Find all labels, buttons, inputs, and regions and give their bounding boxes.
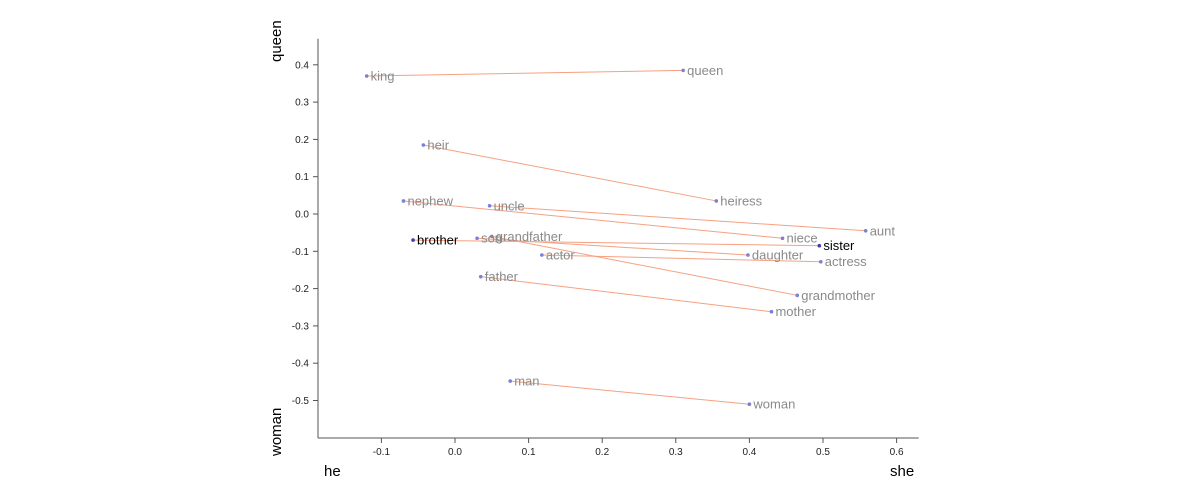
point-king[interactable] [364,74,369,78]
x-axis-right-label: she [890,463,914,480]
label-woman: woman [752,397,795,412]
label-queen: queen [687,63,723,78]
pair-line-nephew-niece [403,200,783,239]
point-grandmother[interactable] [795,293,800,298]
label-uncle: uncle [494,198,525,213]
point-uncle[interactable] [487,203,492,208]
pair-line-heir-heiress [423,144,717,202]
axes: 0.4 0.3 0.2 0.1 0.0 -0.1 -0.2 -0.3 -0.4 -0.5 -0.1 0… [292,38,919,458]
point-actor[interactable] [540,253,544,257]
label-brother: brother [417,233,459,248]
y-axis-top-label: queen [268,20,285,62]
y-tick-label: 0.4 [295,60,309,71]
point-mother[interactable] [769,309,774,314]
label-heir: heir [427,137,449,152]
y-axis-bottom-label: woman [268,408,285,457]
point-sister[interactable] [817,243,822,248]
pair-line-son-daughter [477,237,748,256]
word-labels: king queen heir heiress nephew aunt uncle niece… [371,63,896,412]
point-brother[interactable] [411,238,415,242]
y-tick-label: -0.4 [292,359,310,370]
x-tick-label: 0.6 [890,447,904,458]
x-tick-label: -0.1 [373,447,391,458]
label-aunt: aunt [870,223,896,238]
label-father: father [485,269,519,284]
x-tick-label: 0.3 [669,447,683,458]
point-nephew[interactable] [401,199,406,203]
label-grandfather: grandfather [496,229,563,244]
y-tick-label: -0.3 [292,321,310,332]
label-daughter: daughter [752,248,804,263]
point-son[interactable] [475,236,479,241]
point-father[interactable] [478,274,483,279]
point-niece[interactable] [780,236,785,241]
pair-line-king-queen [366,69,684,77]
pair-line-uncle-aunt [489,205,866,232]
point-actress[interactable] [818,259,823,264]
label-sister: sister [823,238,855,253]
point-daughter[interactable] [746,253,750,257]
x-tick-label: 0.1 [522,447,536,458]
label-heiress: heiress [720,193,762,208]
y-tick-label: 0.1 [295,172,309,183]
pair-line-grandfather-grandmother [491,235,798,296]
y-tick-label: -0.1 [292,247,310,258]
y-tick-label: 0.3 [295,98,309,109]
point-queen[interactable] [681,68,685,73]
point-grandfather[interactable] [490,234,494,239]
x-axis-left-label: he [324,463,341,480]
pair-lines [366,69,866,405]
y-tick-label: 0.2 [295,135,309,146]
label-son: son [481,231,502,246]
label-niece: niece [787,231,818,246]
point-man[interactable] [508,379,512,383]
y-tick-label: -0.2 [292,284,310,295]
point-heir[interactable] [421,143,426,147]
x-tick-label: 0.4 [742,447,756,458]
pair-line-actor-actress [541,254,821,263]
label-man: man [514,374,539,389]
label-grandmother: grandmother [801,288,875,303]
x-tick-label: 0.5 [816,447,830,458]
ticks: 0.4 0.3 0.2 0.1 0.0 -0.1 -0.2 -0.3 -0.4 -0.5 -0.1 0… [292,60,904,458]
pair-line-man-woman [510,380,750,405]
x-tick-label: 0.2 [595,447,609,458]
point-aunt[interactable] [863,228,868,233]
label-king: king [371,68,395,83]
pair-line-father-mother [480,276,772,313]
point-woman[interactable] [747,402,752,407]
y-tick-label: 0.0 [295,210,309,221]
x-tick-label: 0.0 [448,447,462,458]
label-actor: actor [546,248,576,263]
point-heiress[interactable] [714,199,719,203]
label-actress: actress [825,254,867,269]
label-nephew: nephew [407,193,453,208]
pair-line-brother-sister [413,239,820,247]
y-tick-label: -0.5 [292,396,310,407]
points [364,68,868,407]
label-mother: mother [775,304,816,319]
